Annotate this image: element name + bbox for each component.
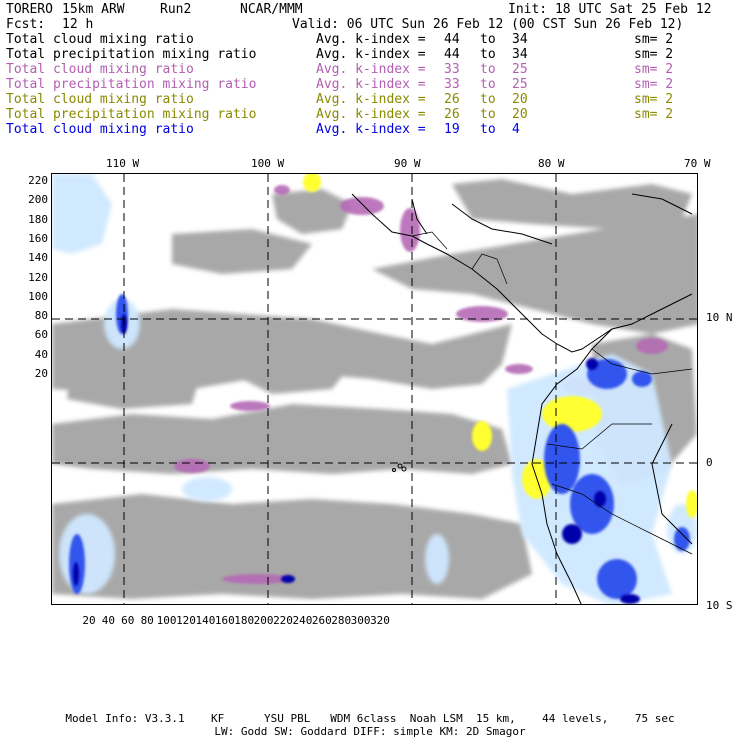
- y-tick-label: 80: [34, 309, 48, 323]
- legend-to: 20: [512, 92, 528, 107]
- legend-sm: sm= 2: [634, 77, 674, 92]
- forecast-hour: 12 h: [62, 17, 94, 32]
- legend-sm: sm= 2: [634, 32, 674, 47]
- legend-row: Total cloud mixing ratio Avg. k-index = 44…: [6, 32, 736, 47]
- legend-from: 19: [444, 122, 460, 137]
- legend-to-word: to: [480, 107, 496, 122]
- legend-row: Total precipitation mixing ratio Avg. k-i…: [6, 107, 736, 122]
- y-tick-label: 200: [28, 193, 48, 207]
- x-tick-label: 300: [350, 614, 371, 627]
- y-tick-label: 20: [34, 367, 48, 380]
- init-time: Init: 18 UTC Sat 25 Feb 12: [508, 2, 712, 17]
- legend-to: 34: [512, 32, 528, 47]
- legend-row: Total cloud mixing ratio Avg. k-index = 19…: [6, 122, 736, 137]
- legend-to: 25: [512, 77, 528, 92]
- legend-to: 4: [512, 122, 520, 137]
- legend-sm: sm= 2: [634, 47, 674, 62]
- legend-to: 25: [512, 62, 528, 77]
- x-tick-label: 220: [273, 614, 293, 627]
- organization: NCAR/MMM: [240, 2, 303, 17]
- latitude-label: 0: [706, 456, 713, 469]
- y-tick-label: 160: [28, 231, 48, 245]
- legend-from: 26: [444, 92, 460, 107]
- x-tick-label: 60: [121, 614, 135, 627]
- legend-to-word: to: [480, 122, 496, 137]
- legend-to-word: to: [480, 62, 496, 77]
- model-info-line1: Model Info: V3.3.1 KF YSU PBL WDM 6class…: [65, 712, 675, 725]
- x-tick-label: 280: [331, 614, 352, 627]
- x-tick-label: 260: [311, 614, 332, 627]
- x-tick-label: 100: [156, 614, 177, 627]
- legend-field: Total precipitation mixing ratio: [6, 47, 257, 62]
- legend-kindex: Avg. k-index =: [316, 32, 426, 47]
- legend-field: Total cloud mixing ratio: [6, 62, 194, 77]
- y-tick-label: 180: [28, 212, 48, 226]
- x-tick-label: 320: [370, 614, 390, 627]
- legend-from: 44: [444, 47, 460, 62]
- x-tick-label: 180: [234, 614, 255, 627]
- map-canvas: [52, 174, 697, 604]
- cloud-field-dark-blue: [73, 314, 640, 604]
- y-tick-label: 140: [28, 251, 48, 265]
- legend-field: Total cloud mixing ratio: [6, 32, 194, 47]
- legend-row: Total precipitation mixing ratio Avg. k-i…: [6, 77, 736, 92]
- legend-to: 20: [512, 107, 528, 122]
- model-info-line2: LW: Godd SW: Goddard DIFF: simple KM: 2D…: [214, 725, 526, 738]
- legend-kindex: Avg. k-index =: [316, 122, 426, 137]
- x-tick-label: 80: [140, 614, 154, 627]
- legend-field: Total precipitation mixing ratio: [6, 107, 257, 122]
- legend-row: Total cloud mixing ratio Avg. k-index = 33…: [6, 62, 736, 77]
- x-tick-label: 140: [195, 614, 216, 627]
- legend-kindex: Avg. k-index =: [316, 47, 426, 62]
- longitude-label: 70 W: [684, 157, 711, 170]
- legend-to-word: to: [480, 77, 496, 92]
- y-tick-label: 40: [34, 347, 48, 361]
- y-tick-label: 100: [28, 289, 48, 303]
- map-panel: [51, 173, 698, 605]
- legend-sm: sm= 2: [634, 92, 674, 107]
- forecast-label: Fcst:: [6, 17, 46, 32]
- legend-kindex: Avg. k-index =: [316, 107, 426, 122]
- longitude-label: 110 W: [106, 157, 140, 170]
- x-tick-label: 120: [176, 614, 196, 627]
- lat-lon-grid: [52, 174, 697, 604]
- political-borders: [411, 231, 693, 555]
- x-tick-label: 20: [82, 614, 96, 627]
- x-tick-label: 160: [214, 614, 235, 627]
- legend-field: Total precipitation mixing ratio: [6, 77, 257, 92]
- longitude-label: 90 W: [394, 157, 421, 170]
- legend-to: 34: [512, 47, 528, 62]
- legend-to-word: to: [480, 47, 496, 62]
- legend-kindex: Avg. k-index =: [316, 92, 426, 107]
- longitude-label: 80 W: [538, 157, 565, 170]
- x-tick-label: 240: [292, 614, 313, 627]
- y-tick-label: 60: [34, 328, 48, 342]
- legend-from: 33: [444, 62, 460, 77]
- legend-row: Total precipitation mixing ratio Avg. k-i…: [6, 47, 736, 62]
- x-tick-label: 200: [253, 614, 274, 627]
- legend-kindex: Avg. k-index =: [316, 77, 426, 92]
- legend-kindex: Avg. k-index =: [316, 62, 426, 77]
- y-tick-label: 120: [28, 270, 48, 284]
- latitude-label: 10 S: [706, 599, 733, 612]
- run-label: Run2: [160, 2, 192, 17]
- legend-from: 44: [444, 32, 460, 47]
- legend-field: Total cloud mixing ratio: [6, 92, 194, 107]
- y-tick-label: 220: [28, 174, 48, 187]
- legend-to-word: to: [480, 32, 496, 47]
- valid-time: Valid: 06 UTC Sun 26 Feb 12 (00 CST Sun …: [292, 17, 684, 32]
- legend-sm: sm= 2: [634, 107, 674, 122]
- legend-to-word: to: [480, 92, 496, 107]
- cloud-field-blue: [69, 294, 690, 599]
- legend-row: Total cloud mixing ratio Avg. k-index = 26…: [6, 92, 736, 107]
- legend-sm: sm= 2: [634, 62, 674, 77]
- legend-field: Total cloud mixing ratio: [6, 122, 194, 137]
- longitude-label: 100 W: [251, 157, 285, 170]
- x-tick-label: 40: [101, 614, 116, 627]
- latitude-label: 10 N: [706, 311, 733, 324]
- model-name: TORERO: [6, 2, 53, 17]
- legend-from: 33: [444, 77, 460, 92]
- legend-from: 26: [444, 107, 460, 122]
- model-resolution: 15km ARW: [62, 2, 125, 17]
